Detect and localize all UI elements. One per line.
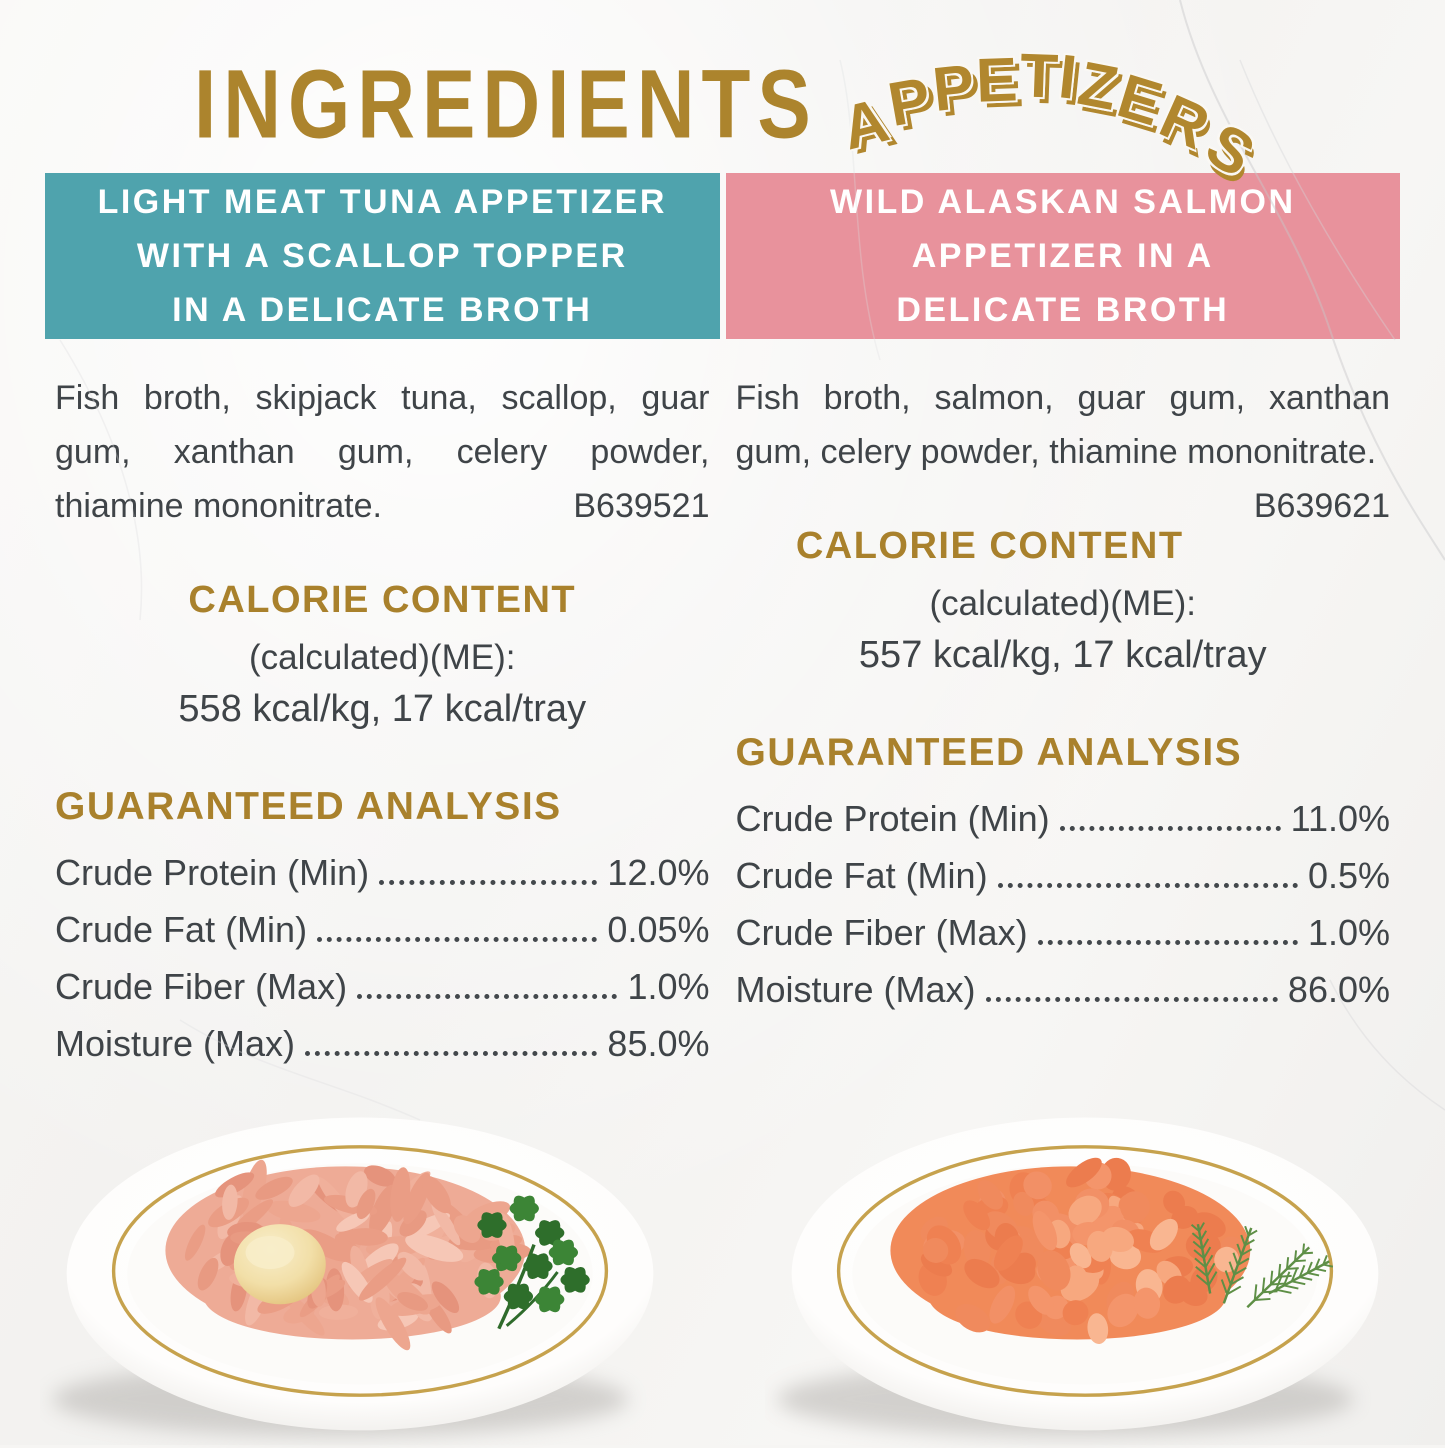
analysis-value: 12.0%	[607, 852, 710, 893]
analysis-value: 1.0%	[1307, 912, 1390, 953]
calorie-heading: CALORIE CONTENT	[795, 525, 1184, 567]
analysis-row: Crude Fat (Min) 0.5%	[736, 858, 1391, 894]
analysis-value: 0.05%	[607, 909, 710, 950]
analysis-value: 1.0%	[627, 966, 710, 1007]
analysis-heading: GUARANTEED ANALYSIS	[55, 785, 562, 828]
ingredients-text: Fish broth, skipjack tuna, scallop, guar…	[55, 379, 710, 525]
arc-letter: P	[883, 64, 937, 141]
product-column-salmon: WILD ALASKAN SALMON APPETIZER IN A DELIC…	[725, 173, 1401, 1083]
analysis-row: Crude Protein (Min) 12.0%	[55, 855, 710, 891]
header-line: LIGHT MEAT TUNA APPETIZER	[97, 183, 667, 221]
analysis-label: Crude Protein (Min)	[735, 798, 1050, 839]
leader-dots	[305, 1050, 598, 1056]
product-columns: LIGHT MEAT TUNA APPETIZER WITH A SCALLOP…	[0, 173, 1445, 1083]
header-line: DELICATE BROTH	[896, 291, 1230, 329]
arc-letter: T	[1018, 41, 1059, 112]
product-column-tuna: LIGHT MEAT TUNA APPETIZER WITH A SCALLOP…	[45, 173, 720, 1083]
analysis-value: 86.0%	[1287, 969, 1390, 1010]
header-line: WITH A SCALLOP TOPPER	[136, 237, 628, 275]
tuna-plate-image	[52, 1117, 654, 1437]
analysis-label: Crude Fat (Min)	[735, 855, 988, 896]
leader-dots	[379, 879, 598, 885]
analysis-row: Crude Fat (Min) 0.05%	[55, 912, 710, 948]
analysis-value: 0.5%	[1307, 855, 1390, 896]
header-line: IN A DELICATE BROTH	[172, 291, 593, 329]
analysis-label: Crude Fiber (Max)	[735, 912, 1028, 953]
analysis-label: Moisture (Max)	[55, 1023, 296, 1064]
calorie-method: (calculated)(ME):	[929, 584, 1196, 623]
analysis-value: 11.0%	[1290, 798, 1390, 839]
tuna-ingredients-paragraph: Fish broth, skipjack tuna, scallop, guar…	[55, 371, 710, 533]
salmon-ingredients-paragraph: Fish broth, salmon, guar gum, xanthan gu…	[735, 371, 1391, 525]
leader-dots	[1059, 825, 1281, 831]
tuna-header-banner: LIGHT MEAT TUNA APPETIZER WITH A SCALLOP…	[45, 173, 720, 339]
leader-dots	[357, 993, 618, 999]
analysis-value: 85.0%	[607, 1023, 710, 1064]
analysis-row: Crude Protein (Min) 11.0%	[736, 801, 1391, 837]
header-line: WILD ALASKAN SALMON	[829, 183, 1296, 221]
leader-dots	[985, 996, 1278, 1002]
analysis-label: Crude Fat (Min)	[55, 909, 308, 950]
arc-letter: P	[929, 52, 978, 125]
salmon-guaranteed-analysis: GUARANTEED ANALYSIS Crude Protein (Min) …	[736, 731, 1391, 1008]
header-line: APPETIZER IN A	[911, 237, 1214, 275]
salmon-batch-code: B639621	[1253, 487, 1390, 525]
tuna-guaranteed-analysis: GUARANTEED ANALYSIS Crude Protein (Min) …	[55, 785, 710, 1062]
analysis-row: Moisture (Max) 86.0%	[736, 972, 1391, 1008]
leader-dots	[1037, 939, 1298, 945]
analysis-row: Moisture (Max) 85.0%	[55, 1026, 710, 1062]
plates-row	[0, 1096, 1445, 1448]
analysis-rows: Crude Protein (Min) 12.0% Crude Fat (Min…	[55, 855, 710, 1062]
calorie-value: 558 kcal/kg, 17 kcal/tray	[178, 688, 587, 730]
analysis-heading: GUARANTEED ANALYSIS	[735, 731, 1243, 774]
tuna-batch-code: B639521	[573, 487, 710, 525]
analysis-row: Crude Fiber (Max) 1.0%	[55, 969, 710, 1005]
analysis-label: Crude Protein (Min)	[55, 852, 370, 893]
leader-dots	[997, 882, 1298, 888]
analysis-row: Crude Fiber (Max) 1.0%	[736, 915, 1391, 951]
calorie-method: (calculated)(ME):	[249, 638, 516, 677]
salmon-plate-image	[777, 1117, 1379, 1437]
calorie-value: 557 kcal/kg, 17 kcal/tray	[858, 634, 1267, 676]
arc-letter: A	[834, 85, 896, 164]
arc-letter: E	[974, 45, 1019, 116]
calorie-heading: CALORIE CONTENT	[188, 579, 577, 621]
salmon-calorie-section: CALORIE CONTENT (calculated)(ME): 557 kc…	[726, 525, 1401, 677]
analysis-rows: Crude Protein (Min) 11.0% Crude Fat (Min…	[736, 801, 1391, 1008]
analysis-label: Moisture (Max)	[735, 969, 976, 1010]
ingredients-title: INGREDIENTS	[193, 49, 818, 159]
salmon-header-banner: WILD ALASKAN SALMON APPETIZER IN A DELIC…	[725, 173, 1400, 339]
leader-dots	[317, 936, 598, 942]
ingredients-text: Fish broth, salmon, guar gum, xanthan gu…	[735, 379, 1391, 471]
tuna-calorie-section: CALORIE CONTENT (calculated)(ME): 558 kc…	[45, 579, 720, 731]
analysis-label: Crude Fiber (Max)	[55, 966, 348, 1007]
